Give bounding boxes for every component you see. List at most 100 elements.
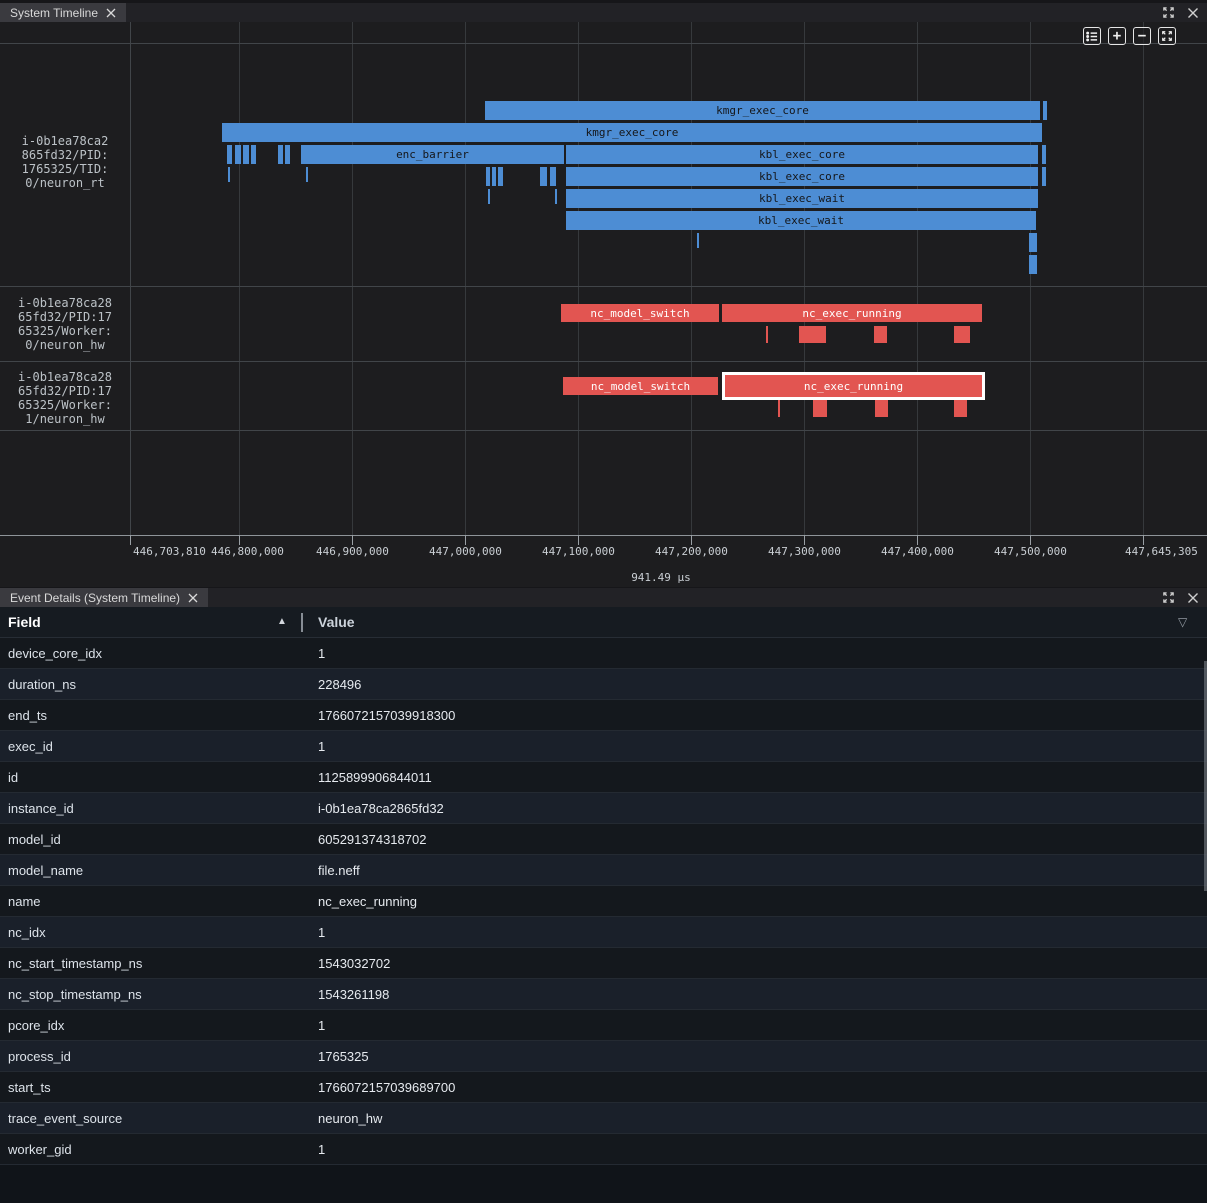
axis-tick-label: 446,703,810 — [133, 545, 206, 558]
details-row[interactable]: name nc_exec_running — [0, 886, 1207, 917]
timeline-event-bar[interactable]: nc_exec_running — [722, 372, 985, 400]
timeline-event-bar[interactable] — [228, 167, 230, 182]
timeline-event-bar[interactable] — [306, 167, 308, 182]
timeline-event-bar[interactable] — [1043, 101, 1047, 120]
timeline-event-bar[interactable] — [243, 145, 249, 164]
details-row[interactable]: model_id 605291374318702 — [0, 824, 1207, 855]
details-row[interactable]: device_core_idx 1 — [0, 638, 1207, 669]
field-column-header[interactable]: Field — [8, 614, 41, 630]
toolbar-legend-button[interactable] — [1083, 27, 1101, 45]
value-cell: 1 — [318, 925, 326, 940]
axis-tick-label: 447,400,000 — [881, 545, 954, 558]
timeline-event-bar[interactable] — [1029, 255, 1037, 274]
maximize-panel-icon[interactable] — [1162, 6, 1175, 19]
timeline-event-bar[interactable]: kbl_exec_core — [566, 145, 1038, 164]
timeline-event-bar[interactable] — [778, 400, 780, 417]
timeline-event-bar[interactable]: kmgr_exec_core — [485, 101, 1040, 120]
timeline-event-bar[interactable] — [251, 145, 256, 164]
tab-close-icon[interactable] — [188, 593, 198, 603]
timeline-event-bar[interactable] — [486, 167, 490, 186]
value-cell: 605291374318702 — [318, 832, 427, 847]
timeline-event-bar[interactable]: nc_exec_running — [722, 304, 982, 322]
timeline-event-bar[interactable] — [954, 400, 967, 417]
visible-duration-label: 941.49 µs — [631, 571, 691, 584]
close-panel-icon[interactable] — [1187, 592, 1199, 604]
timeline-gridline — [239, 22, 240, 535]
timeline-event-bar[interactable] — [540, 167, 547, 186]
timeline-event-bar[interactable] — [492, 167, 496, 186]
timeline-event-bar[interactable]: enc_barrier — [301, 145, 564, 164]
timeline-event-bar[interactable] — [235, 145, 241, 164]
maximize-panel-icon[interactable] — [1162, 591, 1175, 604]
tab-event-details[interactable]: Event Details (System Timeline) — [0, 588, 209, 607]
field-cell: nc_start_timestamp_ns — [8, 956, 143, 971]
timeline-event-bar[interactable] — [555, 189, 557, 204]
details-row[interactable]: nc_stop_timestamp_ns 1543261198 — [0, 979, 1207, 1010]
timeline-event-bar[interactable] — [875, 400, 888, 417]
sort-ascending-icon[interactable]: ▲ — [277, 616, 287, 627]
tab-event-details-label: Event Details (System Timeline) — [10, 590, 181, 605]
timeline-event-bar[interactable]: kmgr_exec_core — [222, 123, 1042, 142]
details-row[interactable]: instance_id i-0b1ea78ca2865fd32 — [0, 793, 1207, 824]
axis-tick-label: 446,800,000 — [211, 545, 284, 558]
timeline-event-bar[interactable] — [874, 326, 887, 343]
details-row[interactable]: trace_event_source neuron_hw — [0, 1103, 1207, 1134]
toolbar-fit-button[interactable] — [1158, 27, 1176, 45]
details-row[interactable]: exec_id 1 — [0, 731, 1207, 762]
axis-tick — [130, 535, 131, 545]
details-row[interactable]: nc_idx 1 — [0, 917, 1207, 948]
value-cell: 1 — [318, 646, 326, 661]
details-table-header: Field ▲ Value ▽ — [0, 607, 1207, 638]
field-cell: trace_event_source — [8, 1111, 123, 1126]
toolbar-zoom-in-button[interactable]: + — [1108, 27, 1126, 45]
details-row[interactable]: model_name file.neff — [0, 855, 1207, 886]
timeline-event-bar[interactable] — [766, 326, 768, 343]
timeline-event-bar[interactable] — [498, 167, 503, 186]
details-row[interactable]: pcore_idx 1 — [0, 1010, 1207, 1041]
details-row[interactable]: start_ts 1766072157039689700 — [0, 1072, 1207, 1103]
details-row[interactable]: end_ts 1766072157039918300 — [0, 700, 1207, 731]
details-row[interactable]: id 1125899906844011 — [0, 762, 1207, 793]
axis-tick-label: 447,500,000 — [994, 545, 1067, 558]
field-cell: device_core_idx — [8, 646, 102, 661]
timeline-gridline — [1030, 22, 1031, 535]
vertical-scrollbar[interactable] — [1204, 661, 1207, 891]
value-cell: file.neff — [318, 863, 360, 878]
timeline-event-bar[interactable]: nc_model_switch — [561, 304, 719, 322]
timeline-event-bar[interactable] — [1042, 145, 1046, 164]
timeline-event-bar[interactable] — [697, 233, 699, 248]
timeline-event-bar[interactable] — [813, 400, 827, 417]
row-separator — [0, 430, 1207, 431]
toolbar-zoom-out-button[interactable]: − — [1133, 27, 1151, 45]
details-row[interactable]: duration_ns 228496 — [0, 669, 1207, 700]
tab-close-icon[interactable] — [106, 8, 116, 18]
details-row[interactable]: worker_gid 1 — [0, 1134, 1207, 1165]
timeline-event-bar[interactable] — [954, 326, 970, 343]
timeline-event-bar[interactable]: nc_model_switch — [563, 377, 718, 395]
axis-tick — [465, 535, 466, 545]
timeline-event-bar[interactable] — [488, 189, 490, 204]
filter-icon[interactable]: ▽ — [1178, 615, 1188, 629]
close-panel-icon[interactable] — [1187, 7, 1199, 19]
value-column-header[interactable]: Value — [318, 614, 355, 630]
timeline-event-bar[interactable] — [1029, 233, 1037, 252]
timeline-event-bar[interactable]: kbl_exec_wait — [566, 189, 1038, 208]
timeline-event-bar[interactable]: kbl_exec_core — [566, 167, 1038, 186]
details-row[interactable]: nc_start_timestamp_ns 1543032702 — [0, 948, 1207, 979]
tab-system-timeline[interactable]: System Timeline — [0, 3, 127, 22]
timeline-event-bar[interactable] — [278, 145, 283, 164]
axis-tick — [804, 535, 805, 545]
timeline-event-bar[interactable] — [1042, 167, 1046, 186]
details-row[interactable]: process_id 1765325 — [0, 1041, 1207, 1072]
timeline-event-bar[interactable] — [550, 167, 556, 186]
field-cell: id — [8, 770, 19, 785]
timeline-chart[interactable]: i-0b1ea78ca2 865fd32/PID: 1765325/TID: 0/ne… — [0, 0, 1207, 587]
timeline-event-bar[interactable] — [799, 326, 826, 343]
value-cell: neuron_hw — [318, 1111, 383, 1126]
timeline-event-bar[interactable] — [227, 145, 232, 164]
timeline-event-bar[interactable] — [285, 145, 290, 164]
timeline-event-bar[interactable]: kbl_exec_wait — [566, 211, 1036, 230]
column-divider[interactable] — [301, 613, 303, 632]
axis-tick — [578, 535, 579, 545]
